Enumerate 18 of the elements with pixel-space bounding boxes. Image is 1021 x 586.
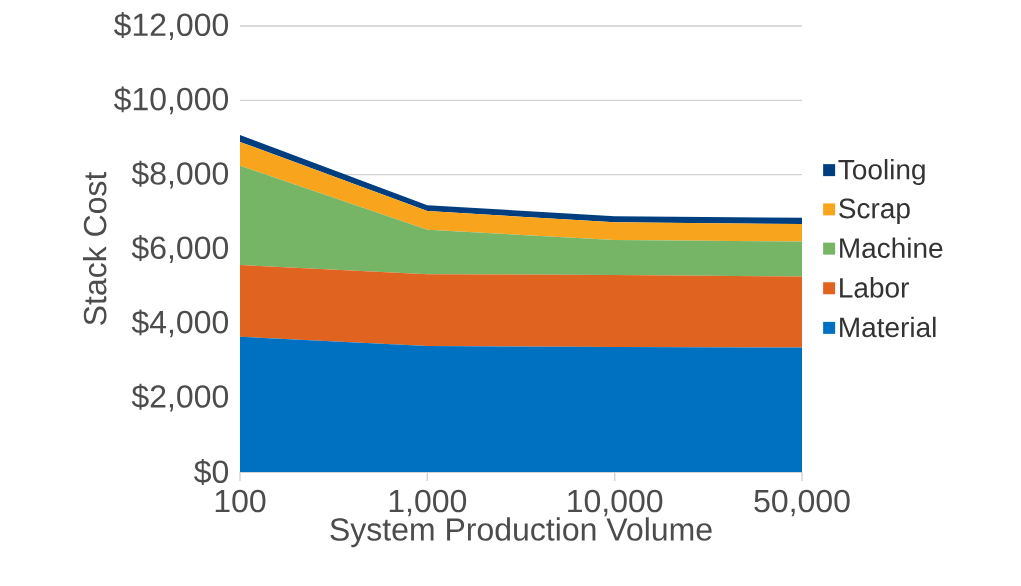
x-tick-label: 100 — [215, 489, 266, 513]
y-tick-label: $6,000 — [131, 235, 229, 263]
y-tick-label: $8,000 — [131, 160, 229, 189]
y-tick-label: $2,000 — [131, 383, 229, 412]
x-tick-label: 10,000 — [568, 489, 663, 517]
legend-label: Labor — [840, 277, 909, 298]
y-tick-label: $10,000 — [113, 86, 229, 115]
x-axis-title: System Production Volume — [330, 517, 712, 548]
legend-label: Scrap — [839, 198, 910, 224]
legend-label: Material — [840, 316, 936, 338]
y-tick-label: $4,000 — [131, 309, 229, 338]
x-tick-label: 50,000 — [754, 489, 850, 517]
y-tick-label: $0 — [194, 459, 229, 485]
legend-label: Tooling — [838, 158, 925, 186]
y-tick-label: $12,000 — [113, 12, 229, 40]
y-axis-title: Stack Cost — [82, 171, 107, 325]
x-tick-label: 1,000 — [389, 489, 467, 517]
legend-label: Machine — [840, 237, 943, 259]
